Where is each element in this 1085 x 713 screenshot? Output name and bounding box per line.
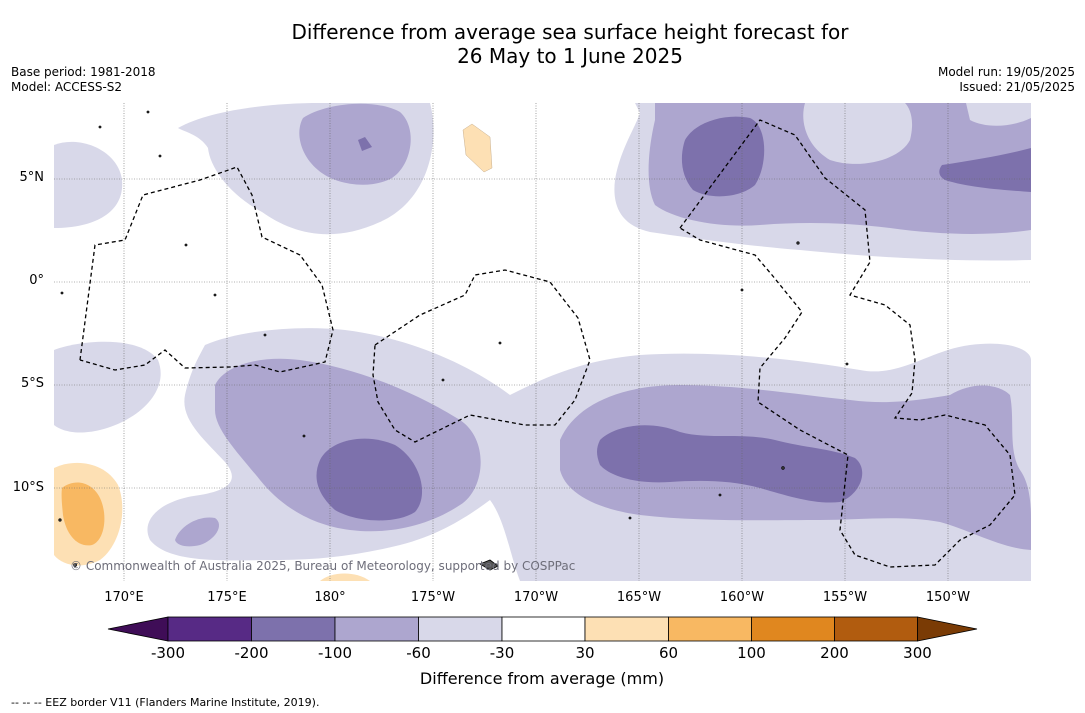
lon-label: 175°E (207, 590, 247, 605)
gridlines (54, 103, 1031, 581)
title-line-2: 26 May to 1 June 2025 (457, 44, 683, 68)
colorbar-swatch (334, 616, 419, 642)
islands (58, 110, 849, 571)
anomaly-positive (54, 123, 493, 581)
title-line-1: Difference from average sea surface heig… (291, 20, 849, 44)
colorbar-tick: -60 (406, 644, 431, 662)
colorbar-tick: 60 (658, 644, 679, 662)
meta-right: Model run: 19/05/2025 Issued: 21/05/2025 (938, 65, 1075, 95)
copyright-notice: © Commonwealth of Australia 2025, Bureau… (70, 559, 576, 573)
lat-label: 5°N (19, 170, 45, 185)
colorbar-extend-high (917, 616, 978, 642)
colorbar-tick: -300 (150, 644, 186, 662)
issued-date: Issued: 21/05/2025 (959, 80, 1075, 94)
map-plot-area (54, 103, 1031, 581)
lon-label: 165°W (616, 590, 662, 605)
colorbar-title: Difference from average (mm) (419, 669, 665, 688)
colorbar-tick: 100 (737, 644, 766, 662)
colorbar-tick: -30 (489, 644, 515, 662)
eez-borders (79, 119, 1016, 568)
colorbar-swatch (167, 616, 252, 642)
lon-label: 170°E (104, 590, 144, 605)
lat-label: 5°S (20, 376, 44, 391)
colorbar-tick: -100 (317, 644, 353, 662)
colorbar-tick: 30 (575, 644, 595, 662)
meta-left: Base period: 1981-2018 Model: ACCESS-S2 (11, 65, 156, 95)
colorbar-swatch (418, 616, 503, 642)
lon-label: 160°W (719, 590, 765, 605)
colorbar-tick: 200 (820, 644, 849, 662)
colorbar-extend-low (107, 616, 169, 642)
map-title: Difference from average sea surface heig… (0, 20, 1085, 68)
model-run: Model run: 19/05/2025 (937, 65, 1075, 79)
lon-label: 170°W (513, 590, 559, 605)
anomaly-band-dark (316, 116, 1031, 521)
colorbar (107, 616, 978, 642)
lon-label: 180° (314, 590, 346, 605)
eez-legend-footer: -- -- -- EEZ border V11 (Flanders Marine… (11, 696, 320, 709)
lon-label: 175°W (410, 590, 456, 605)
base-period: Base period: 1981-2018 (11, 65, 156, 79)
colorbar-swatch (251, 616, 336, 642)
lat-label: 0° (29, 273, 44, 288)
lon-label: 155°W (822, 590, 868, 605)
colorbar-tick: 300 (903, 644, 932, 662)
colorbar-swatch (501, 616, 586, 642)
lon-label: 150°W (925, 590, 971, 605)
colorbar-swatch (584, 616, 669, 642)
colorbar-tick: -200 (234, 644, 269, 662)
model-name: Model: ACCESS-S2 (11, 80, 123, 94)
colorbar-swatch (751, 616, 835, 642)
colorbar-swatch (668, 616, 752, 642)
colorbar-swatch (834, 616, 918, 642)
lat-label: 10°S (12, 480, 44, 495)
